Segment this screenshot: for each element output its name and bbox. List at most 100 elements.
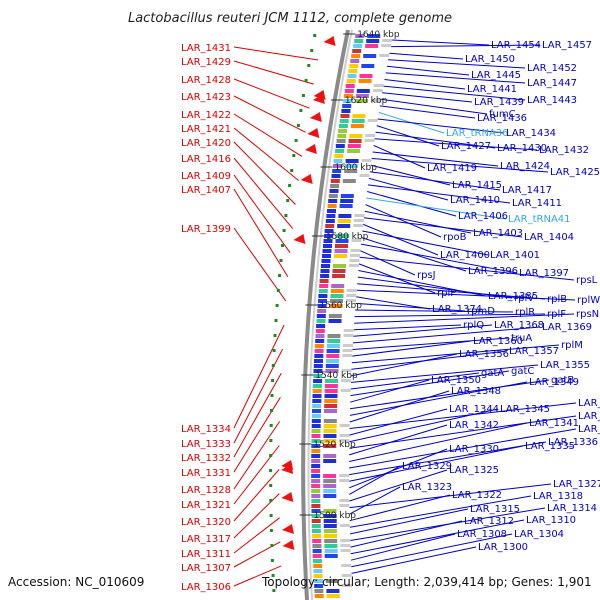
label-leader-line <box>380 98 488 115</box>
label-leader-line <box>350 364 539 383</box>
gene-label-right: LAR_1397 <box>519 268 569 279</box>
gene-block <box>347 149 361 153</box>
gene-block <box>323 514 337 518</box>
gene-block <box>324 384 338 388</box>
gene-block <box>342 104 352 108</box>
gene-block <box>312 409 321 413</box>
gene-block <box>324 554 338 558</box>
gene-label-right: LAR_1344 <box>449 404 499 415</box>
gene-block <box>332 164 342 168</box>
gc-marker <box>296 124 300 127</box>
minus-strand-arrow <box>282 540 295 550</box>
gene-block <box>312 544 322 548</box>
label-leader-line <box>233 348 284 444</box>
label-leader-line <box>391 39 490 46</box>
gene-label-right: LAR_1410 <box>450 195 500 206</box>
gene-label-right: LAR_1417 <box>502 185 552 196</box>
label-leader-line <box>233 372 282 458</box>
gene-block <box>318 299 327 303</box>
gene-block <box>339 474 350 477</box>
label-leader-line <box>352 326 541 344</box>
gc-marker <box>313 34 317 37</box>
minus-strand-arrow <box>293 234 306 244</box>
gene-block <box>318 289 328 293</box>
gc-marker <box>288 184 292 187</box>
gene-block <box>323 479 337 483</box>
gene-block <box>330 294 344 298</box>
gene-block <box>324 539 338 543</box>
label-leader-line <box>350 520 463 548</box>
gene-label-right: LAR_1419 <box>427 163 477 174</box>
gene-block <box>352 114 366 118</box>
gene-block <box>323 424 337 428</box>
gene-block <box>324 234 334 238</box>
gene-block <box>339 479 350 482</box>
gene-block <box>343 334 354 337</box>
label-leader-line <box>233 227 287 302</box>
gene-block <box>316 324 326 328</box>
gene-block <box>323 454 337 458</box>
gene-block <box>337 134 347 138</box>
gene-label-right: LAR_1457 <box>542 40 592 51</box>
gene-block <box>311 524 321 528</box>
gene-block <box>363 54 377 58</box>
gene-block <box>323 429 337 433</box>
gene-block <box>312 399 322 403</box>
gc-marker <box>290 169 294 172</box>
gene-block <box>311 494 321 498</box>
gene-label-right: LAR_1427 <box>441 141 491 152</box>
gene-block <box>311 479 321 483</box>
gene-block <box>326 594 340 598</box>
gene-block <box>353 224 364 227</box>
minus-strand-arrow <box>300 174 313 184</box>
gene-block <box>326 359 339 363</box>
label-leader-line <box>351 533 513 568</box>
kbp-tick-label: 1640 kbp <box>357 30 400 40</box>
gene-block <box>339 504 350 507</box>
gene-block <box>355 99 369 103</box>
gene-block <box>340 194 354 198</box>
gene-block <box>326 349 340 353</box>
kbp-tick-label: 1500 kbp <box>314 511 357 521</box>
gc-marker <box>269 529 273 532</box>
gene-block <box>334 254 347 258</box>
label-leader-line <box>357 283 546 300</box>
gene-block <box>313 374 323 378</box>
gene-label-right: LAR_1454 <box>491 40 541 51</box>
gc-marker <box>281 244 284 247</box>
label-leader-line <box>390 44 541 48</box>
gene-block <box>325 219 335 223</box>
gene-label-right: rpsJ <box>417 270 436 281</box>
gene-block <box>381 44 392 47</box>
gene-label-left: LAR_1407 <box>181 185 231 196</box>
gene-label-right: LAR_1342 <box>449 420 499 431</box>
label-leader-line <box>362 230 489 256</box>
gene-label-right: LAR_1415 <box>452 180 502 191</box>
gene-block <box>339 524 350 527</box>
gene-block <box>323 439 337 443</box>
label-leader-line <box>359 256 575 281</box>
gene-block <box>311 454 321 458</box>
gene-block <box>314 589 324 593</box>
gc-marker <box>276 289 280 292</box>
gc-marker <box>304 79 308 82</box>
gene-block <box>332 274 346 278</box>
gene-block <box>314 594 324 598</box>
kbp-ticks: 1640 kbp 1620 kbp 1600 kbp 1580 kbp 1560 kbp… <box>299 30 400 521</box>
gene-label-right: LAR_1336 <box>548 437 598 448</box>
label-leader-line <box>349 448 448 489</box>
gene-label-right: LAR_1300 <box>478 542 528 553</box>
accession-text: Accession: NC_010609 <box>8 575 144 589</box>
gene-block <box>337 219 351 223</box>
gc-marker <box>307 64 311 67</box>
gene-block <box>323 484 337 488</box>
gene-block <box>330 184 340 188</box>
label-leader-line <box>233 46 319 61</box>
gene-block <box>365 44 379 48</box>
label-leader-line <box>354 313 546 318</box>
gene-block <box>348 139 362 143</box>
label-leader-line <box>386 65 470 76</box>
gc-marker <box>269 514 273 517</box>
gene-block <box>313 364 323 368</box>
label-leader-line <box>355 302 466 312</box>
